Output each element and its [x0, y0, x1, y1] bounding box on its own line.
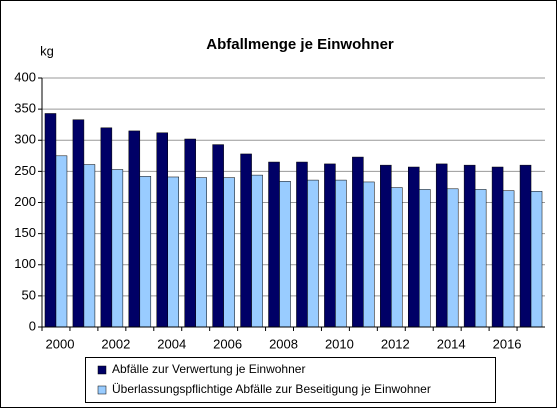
bar	[491, 166, 504, 328]
bar	[167, 176, 179, 328]
bar	[502, 190, 515, 328]
x-tick-label: 2016	[493, 336, 522, 351]
legend-box	[85, 357, 496, 403]
x-tick-label: 2004	[157, 336, 186, 351]
bar	[324, 163, 336, 328]
bar	[83, 164, 96, 328]
bar	[111, 169, 124, 328]
bar	[268, 161, 280, 328]
y-tick-label: 400	[14, 69, 36, 84]
bar	[44, 113, 57, 328]
bar	[335, 179, 347, 328]
x-tick-label: 2008	[269, 336, 298, 351]
bar	[474, 189, 487, 328]
legend-swatch	[97, 365, 107, 375]
bar	[184, 138, 196, 328]
bar	[240, 153, 252, 328]
bar	[195, 177, 207, 328]
bar	[72, 119, 85, 328]
bar	[519, 164, 532, 328]
y-tick-label: 250	[14, 163, 36, 178]
bar	[352, 156, 364, 328]
x-tick-label: 2006	[213, 336, 242, 351]
bar	[296, 161, 308, 328]
y-tick-label: 0	[29, 318, 36, 333]
bar	[408, 166, 420, 328]
x-tick-label: 2014	[437, 336, 466, 351]
bar	[446, 188, 459, 328]
chart-title: Abfallmenge je Einwohner	[206, 36, 394, 53]
bar	[307, 179, 319, 328]
legend-label: Abfälle zur Verwertung je Einwohner	[112, 362, 305, 376]
bar	[530, 191, 543, 328]
x-tick-label: 2002	[101, 336, 130, 351]
bar	[380, 164, 392, 328]
y-tick-label: 300	[14, 132, 36, 147]
bar	[139, 176, 152, 328]
bar	[363, 181, 375, 328]
y-tick-label: 50	[22, 287, 36, 302]
bar	[55, 155, 68, 328]
y-tick-label: 350	[14, 101, 36, 116]
legend-label: Überlassungspflichtige Abfälle zur Besei…	[112, 382, 431, 396]
x-tick-label: 2012	[381, 336, 410, 351]
x-tick-label: 2000	[46, 336, 75, 351]
y-tick-label: 150	[14, 225, 36, 240]
bar	[419, 189, 431, 328]
bar	[100, 127, 113, 328]
bar	[251, 174, 263, 328]
y-axis-label: kg	[40, 43, 54, 58]
y-tick-label: 200	[14, 194, 36, 209]
bar	[212, 144, 224, 328]
y-tick-label: 100	[14, 256, 36, 271]
bar	[223, 177, 235, 328]
bar	[391, 187, 403, 328]
bar	[128, 130, 141, 328]
x-tick-label: 2010	[325, 336, 354, 351]
bar	[463, 164, 476, 328]
bar	[435, 163, 448, 328]
bar	[156, 132, 168, 328]
bar	[279, 181, 291, 328]
legend-swatch	[97, 385, 107, 395]
